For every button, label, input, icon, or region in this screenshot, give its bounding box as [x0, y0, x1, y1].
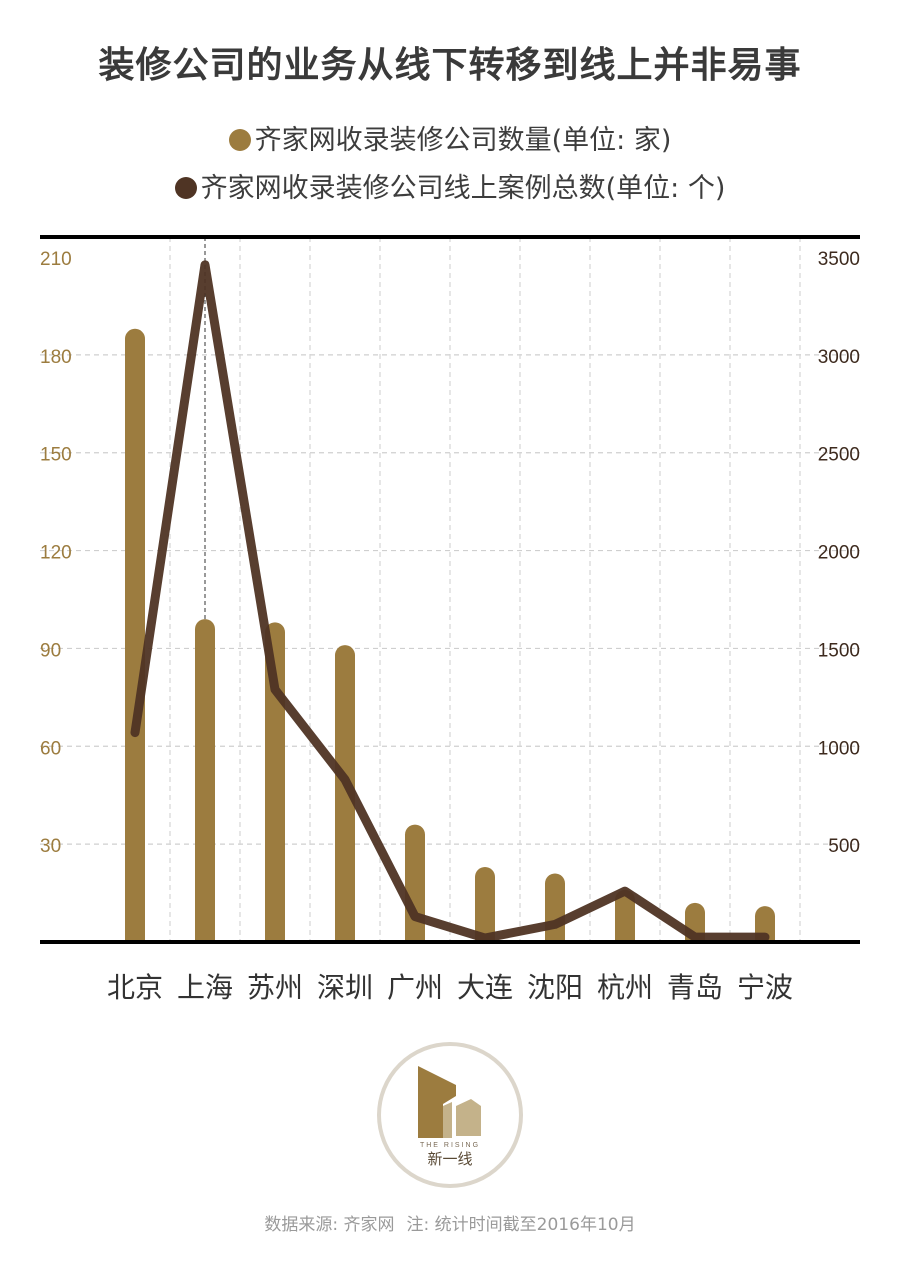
y-left-tick-label: 180: [40, 347, 72, 368]
x-tick-label: 青岛: [667, 971, 723, 1004]
x-tick-label: 上海: [177, 971, 233, 1004]
x-tick-label: 宁波: [737, 971, 793, 1004]
legend-marker-line: [174, 177, 197, 199]
source-note: 数据来源: 齐家网 注: 统计时间截至2016年10月: [0, 1210, 900, 1235]
brand-logo: THE RISING 新一线: [375, 1040, 525, 1190]
legend-marker-bar: [228, 129, 251, 151]
bar-深圳: [335, 645, 355, 942]
bar-杭州: [615, 889, 635, 942]
chart-title: 装修公司的业务从线下转移到线上并非易事: [98, 45, 802, 86]
x-tick-label: 沈阳: [527, 971, 583, 1004]
tick-labels: 30 60 90 120 150 180 210 500 1000 1500 2000 2500 300…: [40, 249, 860, 1004]
logo-text-cn: 新一线: [427, 1150, 472, 1168]
bar-大连: [475, 866, 495, 942]
y-right-tick-label: 2000: [818, 543, 860, 564]
legend-label: 齐家网收录装修公司数量(单位: 家): [254, 125, 672, 156]
line-path: [130, 260, 770, 943]
y-left-tick-label: 210: [40, 249, 72, 270]
bar-广州: [405, 824, 425, 942]
legend-item-case-count: 齐家网收录装修公司线上案例总数(单位: 个): [0, 166, 900, 205]
y-right-tick-label: 1500: [818, 640, 860, 661]
x-tick-label: 广州: [387, 971, 443, 1004]
y-left-tick-label: 150: [40, 445, 72, 466]
x-tick-label: 苏州: [247, 971, 303, 1004]
grid: [40, 237, 860, 942]
bar-上海: [195, 619, 215, 942]
legend-label: 齐家网收录装修公司线上案例总数(单位: 个): [200, 173, 726, 204]
legend-item-company-count: 齐家网收录装修公司数量(单位: 家): [0, 118, 900, 157]
y-left-tick-label: 60: [40, 738, 61, 759]
x-tick-label: 大连: [457, 971, 513, 1004]
y-right-tick-label: 2500: [818, 445, 860, 466]
x-tick-label: 深圳: [317, 971, 373, 1004]
chart-plot: 30 60 90 120 150 180 210 500 1000 1500 2000 2500 300…: [40, 235, 860, 1004]
bar-series: [125, 328, 775, 942]
y-right-tick-label: 3500: [818, 249, 860, 270]
bar-北京: [125, 328, 145, 942]
logo-text-en: THE RISING: [420, 1142, 480, 1149]
y-left-tick-label: 120: [40, 543, 72, 564]
y-right-tick-label: 1000: [818, 738, 860, 759]
axes: [40, 235, 860, 944]
note-text: 注: 统计时间截至2016年10月: [406, 1215, 636, 1235]
source-text: 数据来源: 齐家网: [264, 1215, 395, 1235]
y-right-tick-label: 3000: [818, 347, 860, 368]
x-tick-label: 北京: [107, 971, 163, 1004]
x-tick-label: 杭州: [597, 971, 653, 1004]
bar-沈阳: [545, 873, 565, 942]
y-left-tick-label: 30: [40, 836, 61, 857]
line-series: [130, 260, 770, 943]
y-right-tick-label: 500: [828, 836, 860, 857]
y-left-tick-label: 90: [40, 640, 61, 661]
